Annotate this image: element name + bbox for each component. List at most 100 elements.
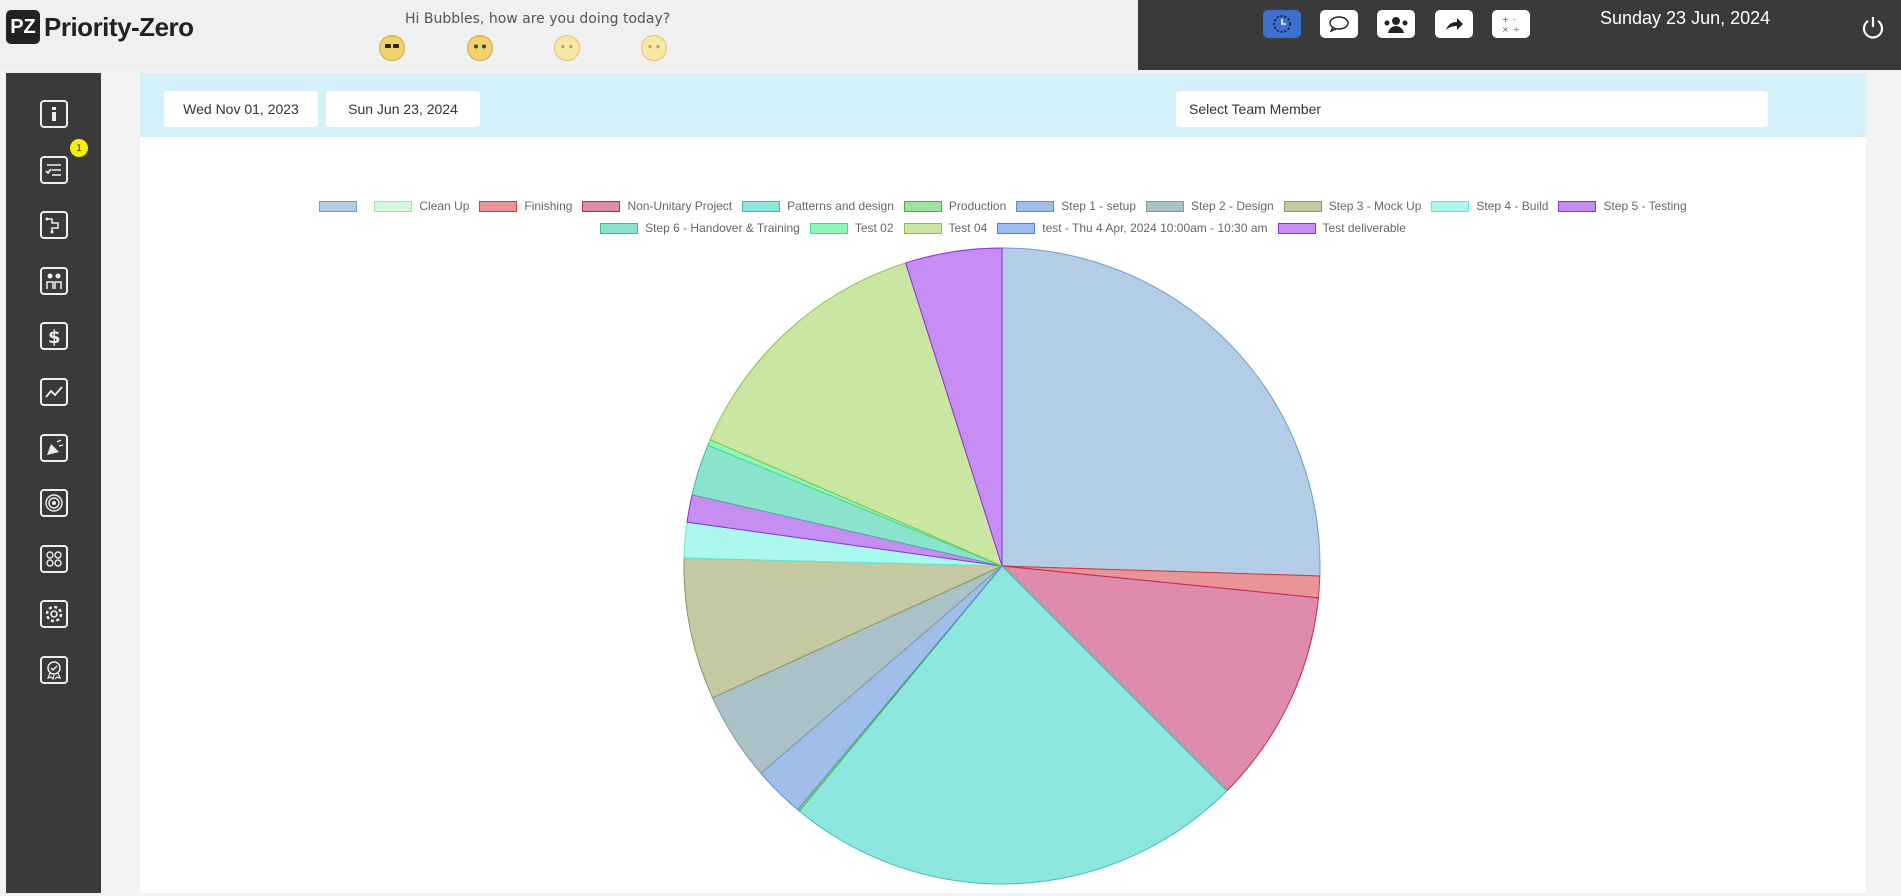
pie-slice[interactable] <box>709 262 1003 567</box>
legend-swatch <box>1016 200 1055 212</box>
notification-badge: 1 <box>70 139 88 157</box>
legend-item[interactable]: Finishing <box>479 199 572 213</box>
current-date: Sunday 23 Jun, 2024 <box>1600 8 1771 28</box>
award-icon <box>46 661 62 680</box>
pie-chart <box>683 247 1321 885</box>
share-icon <box>1446 18 1463 30</box>
share-button[interactable] <box>1435 10 1473 38</box>
legend-swatch <box>374 200 413 212</box>
workflow-icon <box>45 217 59 234</box>
target-icon <box>45 494 63 512</box>
legend-swatch <box>1145 200 1184 212</box>
pie-slice[interactable] <box>1000 565 1319 792</box>
filter-bar: Wed Nov 01, 2023 Sun Jun 23, 2024 Select… <box>140 73 1866 137</box>
legend-swatch <box>997 222 1036 234</box>
power-icon <box>1862 17 1884 39</box>
team-member-select[interactable]: Select Team Member <box>1176 91 1768 127</box>
legend-label: Non-Unitary Project <box>627 199 733 213</box>
pie-slice[interactable] <box>905 247 1003 567</box>
sidebar-item-finance[interactable]: $ <box>40 322 68 350</box>
legend-swatch <box>1558 200 1597 212</box>
legend-label: Test deliverable <box>1322 221 1406 235</box>
legend-label: Clean Up <box>419 199 470 213</box>
svg-text:$: $ <box>48 327 61 346</box>
calculator-button[interactable]: + - × ÷ <box>1492 10 1530 38</box>
chat-icon <box>1329 16 1349 33</box>
legend-label: Step 4 - Build <box>1476 199 1549 213</box>
logo-text: Priority-Zero <box>44 11 194 42</box>
logo-mark: PZ <box>6 10 40 44</box>
legend-item[interactable]: Step 4 - Build <box>1431 199 1548 213</box>
power-button[interactable] <box>1860 14 1886 40</box>
sidebar-item-settings[interactable] <box>40 600 68 628</box>
legend-swatch <box>600 222 639 234</box>
svg-text:×: × <box>1502 25 1509 34</box>
legend-item[interactable] <box>319 199 364 213</box>
legend-item[interactable]: Patterns and design <box>742 199 894 213</box>
info-icon <box>52 107 56 121</box>
legend-item[interactable]: Step 1 - setup <box>1016 199 1136 213</box>
legend-label: Step 1 - setup <box>1061 199 1136 213</box>
legend-label: Patterns and design <box>787 199 894 213</box>
legend-label: test - Thu 4 Apr, 2024 10:00am - 10:30 a… <box>1042 221 1268 235</box>
sidebar-item-analytics[interactable] <box>40 378 68 406</box>
legend-swatch <box>903 200 942 212</box>
sidebar-item-info[interactable] <box>40 100 68 128</box>
sidebar-item-network[interactable] <box>40 545 68 573</box>
network-icon <box>46 551 62 567</box>
legend-item[interactable]: Clean Up <box>374 199 469 213</box>
legend-item[interactable]: Test 02 <box>809 221 894 235</box>
legend-item[interactable]: Production <box>903 199 1007 213</box>
legend-swatch <box>582 200 621 212</box>
sidebar-item-awards[interactable] <box>40 656 68 684</box>
legend-swatch <box>1431 200 1470 212</box>
clock-icon <box>1273 15 1291 33</box>
legend-item[interactable]: test - Thu 4 Apr, 2024 10:00am - 10:30 a… <box>997 221 1268 235</box>
mood-surprised-icon[interactable] <box>467 35 493 61</box>
svg-text:-: - <box>1513 15 1516 24</box>
legend-label: Step 6 - Handover & Training <box>645 221 800 235</box>
legend-swatch <box>742 200 781 212</box>
sidebar-item-people[interactable] <box>40 267 68 295</box>
svg-text:÷: ÷ <box>1513 25 1520 34</box>
sidebar-item-targets[interactable] <box>40 489 68 517</box>
legend-item[interactable]: Step 6 - Handover & Training <box>600 221 800 235</box>
sidebar-item-marketing[interactable] <box>40 434 68 462</box>
sidebar <box>6 73 101 893</box>
legend-label: Step 3 - Mock Up <box>1328 199 1422 213</box>
legend-item[interactable]: Step 5 - Testing <box>1558 199 1687 213</box>
sidebar-item-workflow[interactable] <box>40 211 68 239</box>
chat-button[interactable] <box>1320 10 1358 38</box>
legend-label: Finishing <box>524 199 573 213</box>
legend-label: Production <box>948 199 1007 213</box>
legend-item[interactable]: Test deliverable <box>1277 221 1406 235</box>
mood-cool-icon[interactable] <box>379 35 405 61</box>
legend-swatch <box>319 200 358 212</box>
legend-item[interactable]: Test 04 <box>903 221 987 235</box>
pie-slice[interactable] <box>1001 247 1321 577</box>
megaphone-icon <box>47 439 64 455</box>
people-icon <box>46 273 62 289</box>
team-icon <box>1384 17 1408 33</box>
mood-neutral-icon[interactable] <box>554 35 580 61</box>
sidebar-item-checklist[interactable] <box>40 156 68 184</box>
legend-label: Step 2 - Design <box>1190 199 1274 213</box>
calculator-icon: + -× ÷ <box>1502 15 1520 34</box>
end-date-picker[interactable]: Sun Jun 23, 2024 <box>326 91 480 127</box>
chart-icon <box>45 386 63 398</box>
settings-icon <box>45 605 63 623</box>
legend-item[interactable]: Step 2 - Design <box>1145 199 1274 213</box>
pie-slice[interactable] <box>683 557 1003 699</box>
legend-swatch <box>903 222 942 234</box>
legend-swatch <box>1277 222 1316 234</box>
legend-item[interactable]: Step 3 - Mock Up <box>1283 199 1422 213</box>
clock-button[interactable] <box>1263 10 1301 38</box>
chart-legend: Clean Up Finishing Non-Unitary Project Patt… <box>140 199 1866 213</box>
mood-worried-icon[interactable] <box>641 35 667 61</box>
chart-legend-row-2: Step 6 - Handover & Training Test 02 Test … <box>140 221 1866 235</box>
team-button[interactable] <box>1377 10 1415 38</box>
app-logo[interactable]: PZ Priority-Zero <box>6 8 194 46</box>
legend-item[interactable]: Non-Unitary Project <box>582 199 732 213</box>
start-date-picker[interactable]: Wed Nov 01, 2023 <box>164 91 318 127</box>
pie-slice[interactable] <box>798 565 1228 885</box>
